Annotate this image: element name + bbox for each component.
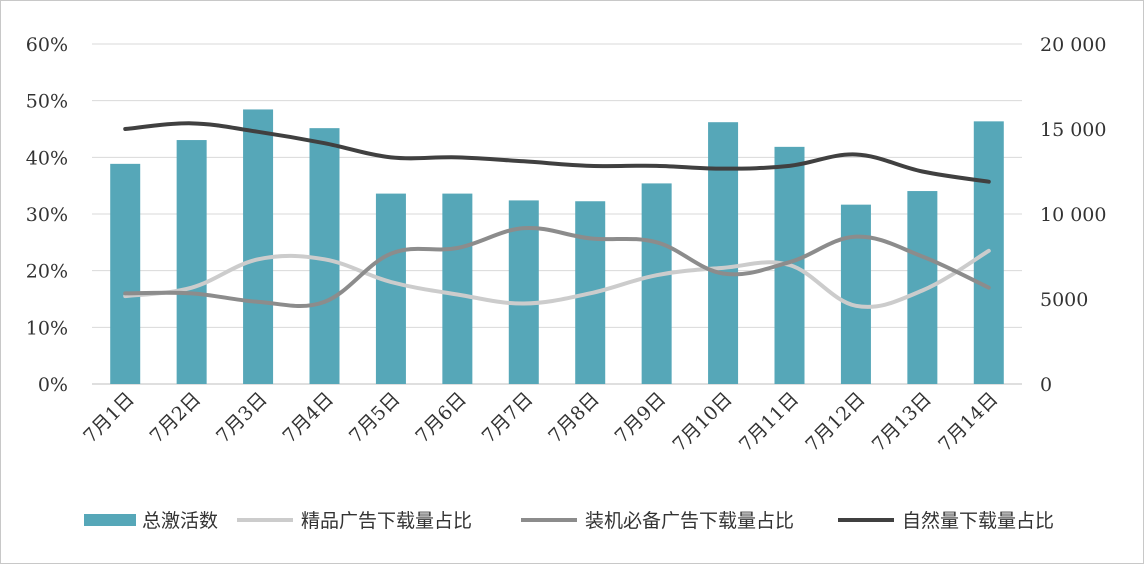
y-left-tick-label: 0%: [38, 374, 68, 396]
bar: [642, 183, 672, 384]
legend-label: 装机必备广告下载量占比: [585, 510, 794, 532]
x-tick-label: 7月10日: [669, 388, 737, 456]
bar: [708, 122, 738, 384]
x-tick-label: 7月12日: [801, 388, 869, 456]
legend-label: 总激活数: [142, 510, 218, 532]
x-axis-ticks: 7月1日 7月2日 7月3日 7月4日 7月5日 7月6日 7月7日 7月8日 7月9日7月10…: [79, 388, 1002, 456]
y-right-tick-label: 20 000: [1040, 34, 1106, 56]
x-tick-label: 7月3日: [212, 388, 272, 448]
bar: [442, 194, 472, 384]
x-tick-label: 7月5日: [345, 388, 405, 448]
x-tick-label: 7月8日: [544, 388, 604, 448]
y-left-tick-label: 10%: [26, 317, 68, 339]
legend-swatch: [84, 514, 136, 526]
bar: [841, 205, 871, 384]
x-tick-label: 7月9日: [611, 388, 671, 448]
legend-label: 精品广告下载量占比: [301, 510, 472, 532]
x-tick-label: 7月4日: [279, 388, 339, 448]
y-left-tick-label: 40%: [26, 147, 68, 169]
gridlines: [92, 44, 1022, 384]
y-right-tick-label: 10 000: [1040, 204, 1106, 226]
x-tick-label: 7月2日: [146, 388, 206, 448]
x-tick-label: 7月11日: [735, 388, 803, 456]
bar: [243, 109, 273, 384]
x-tick-label: 7月6日: [411, 388, 471, 448]
y-left-tick-label: 60%: [26, 34, 68, 56]
y-right-tick-label: 0: [1040, 374, 1052, 396]
left-axis-ticks: 0% 10% 20% 30% 40% 50% 60%: [26, 34, 68, 396]
y-left-tick-label: 50%: [26, 91, 68, 113]
y-left-tick-label: 30%: [26, 204, 68, 226]
x-tick-label: 7月14日: [934, 388, 1002, 456]
legend: 总激活数 精品广告下载量占比 装机必备广告下载量占比 自然量下载量占比: [84, 510, 1054, 532]
y-right-tick-label: 15 000: [1040, 119, 1106, 141]
bar-series: [110, 109, 1004, 384]
legend-label: 自然量下载量占比: [902, 510, 1054, 532]
right-axis-ticks: 0 5000 10 000 15 000 20 000: [1040, 34, 1106, 396]
y-right-tick-label: 5000: [1040, 289, 1088, 311]
x-tick-label: 7月13日: [868, 388, 936, 456]
bar: [110, 164, 140, 384]
x-tick-label: 7月7日: [478, 388, 538, 448]
x-tick-label: 7月1日: [79, 388, 139, 448]
y-left-tick-label: 20%: [26, 261, 68, 283]
bar: [376, 194, 406, 384]
bar: [177, 140, 207, 384]
